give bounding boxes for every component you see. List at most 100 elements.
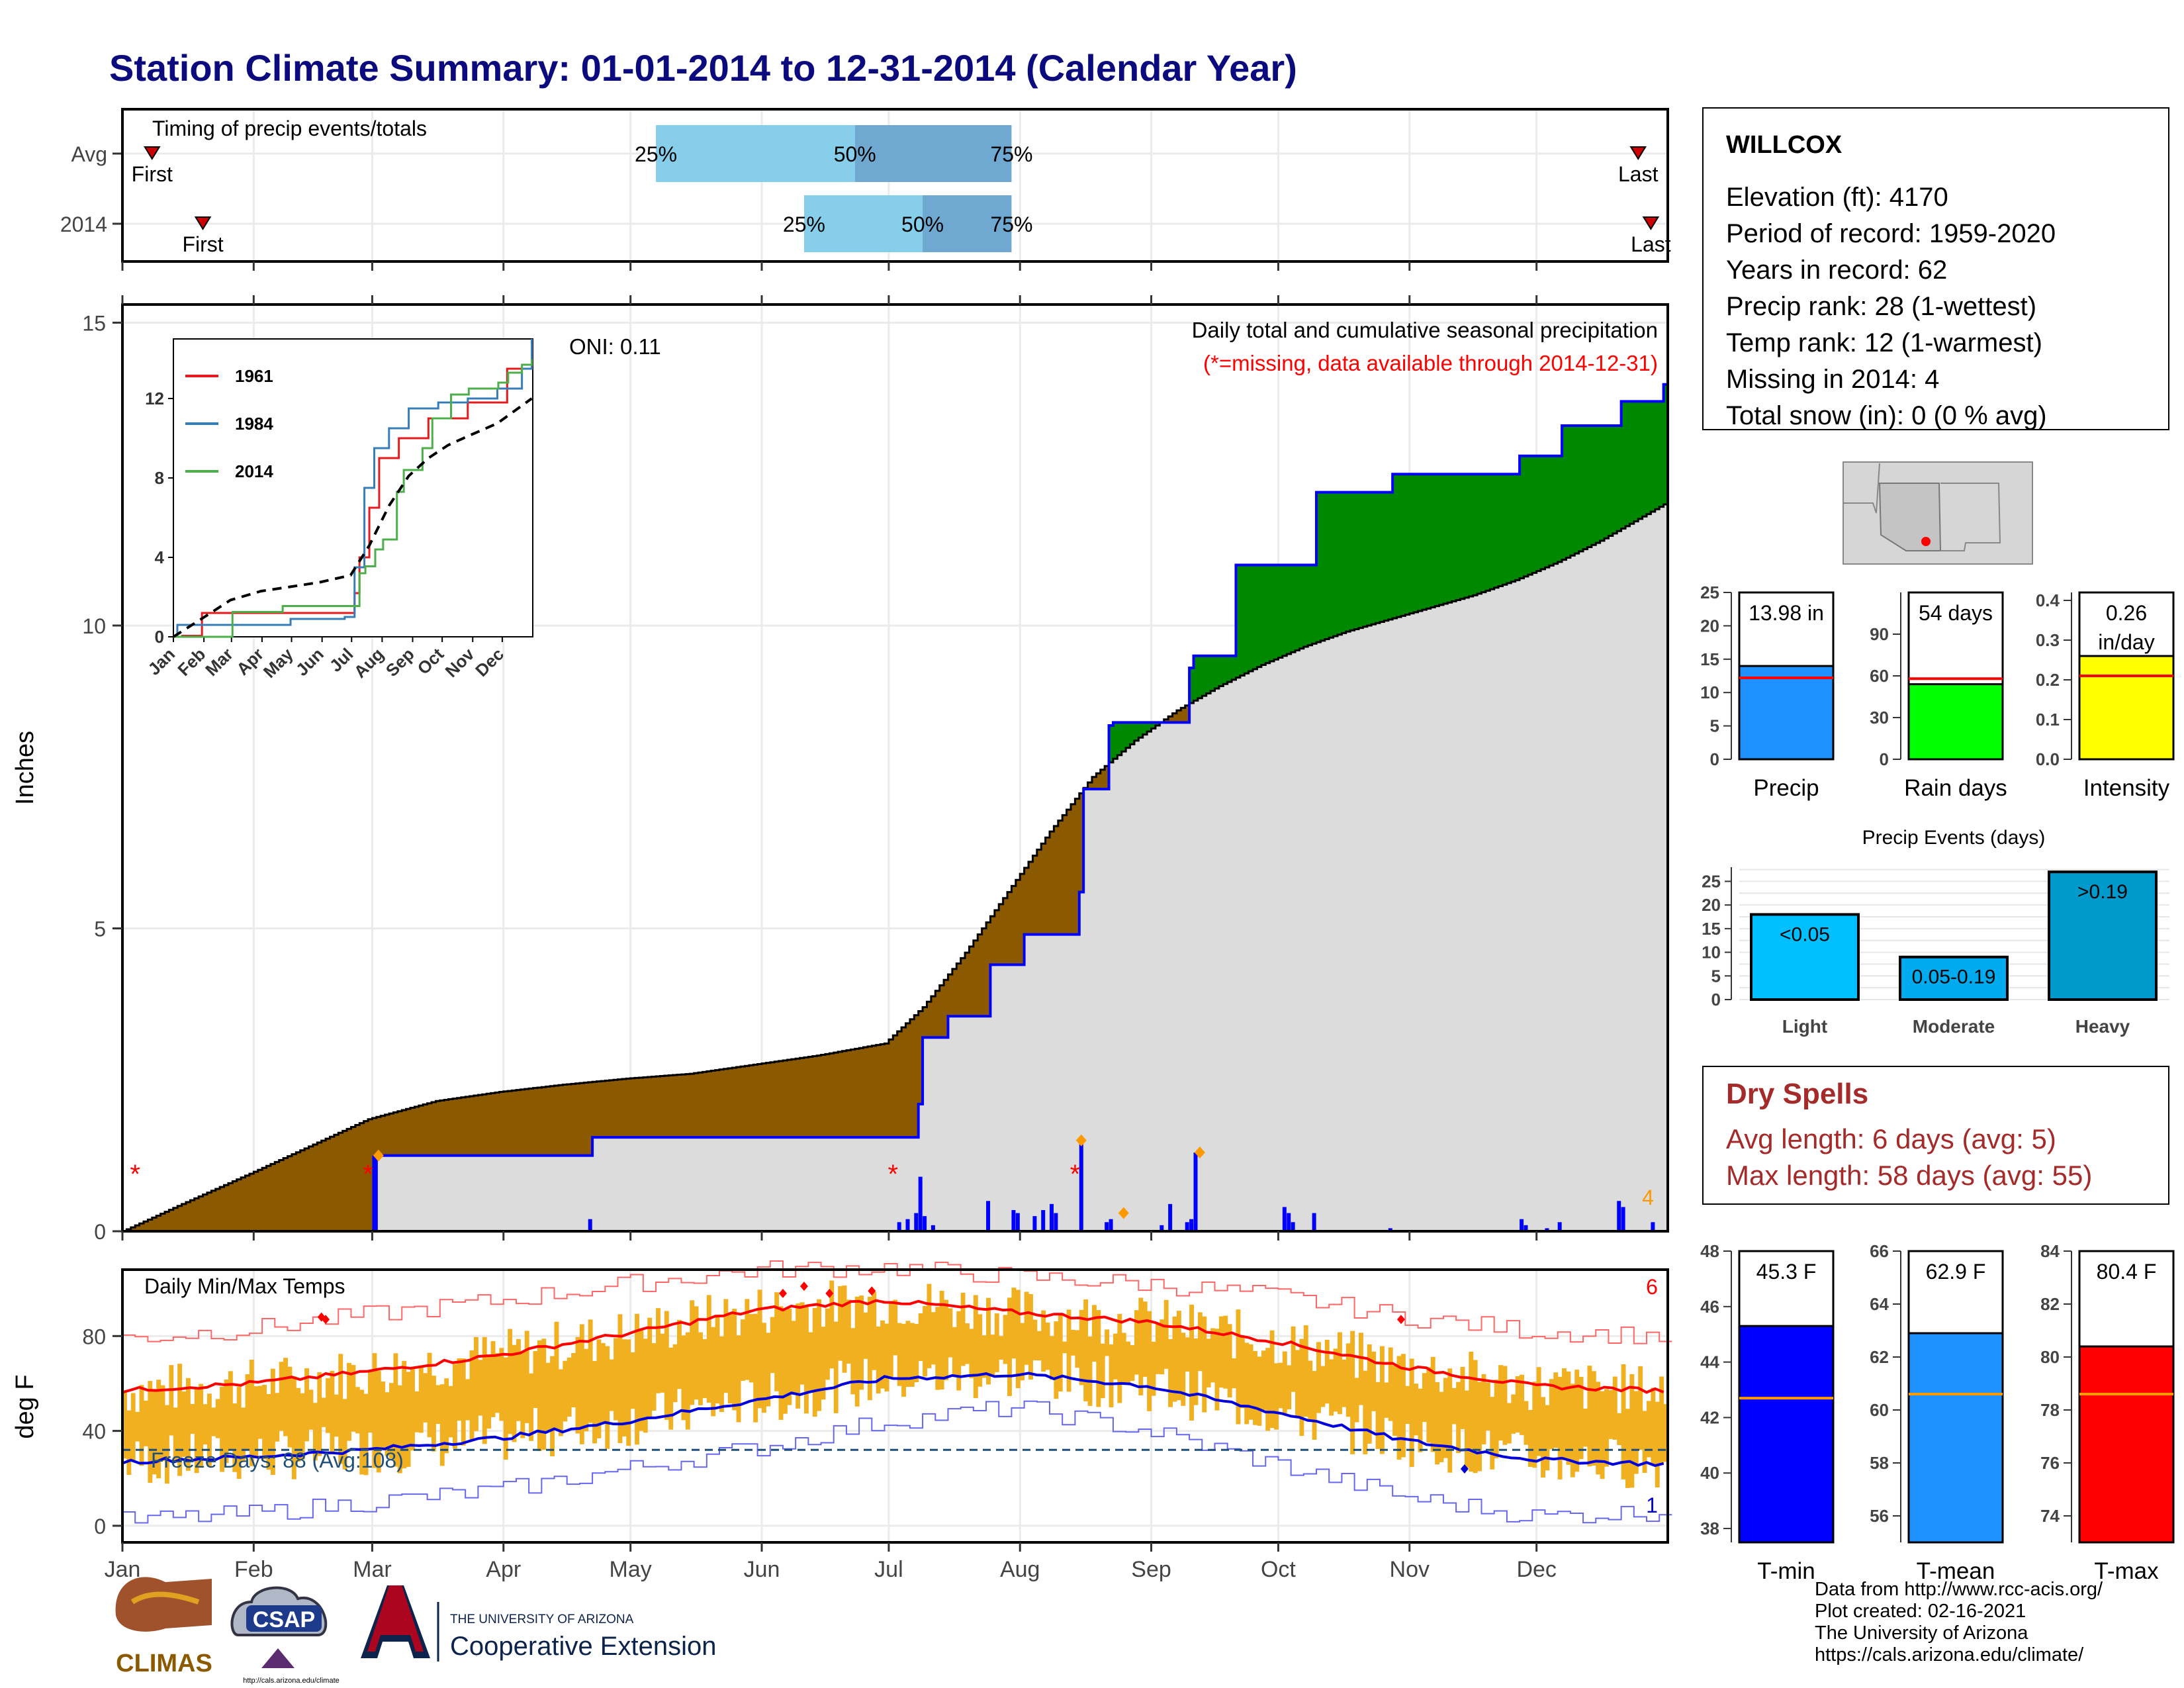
- precip-deficit-fill: [296, 1152, 301, 1231]
- temps-daily-bar: [1066, 1309, 1071, 1392]
- precip-deficit-fill: [181, 1203, 187, 1231]
- precip-avg-fill: [1338, 634, 1343, 1231]
- precip-surplus-fill: [1113, 722, 1118, 759]
- temps-daily-bar: [473, 1336, 478, 1431]
- temps-daily-bar: [393, 1353, 398, 1467]
- temps-daily-bar: [1477, 1382, 1482, 1472]
- precip-daily-bar: [918, 1176, 923, 1231]
- precip-avg-fill: [1532, 573, 1537, 1231]
- precip-surplus-fill: [1244, 565, 1250, 674]
- precip-surplus-fill: [1574, 426, 1580, 554]
- precip-avg-fill: [600, 1137, 606, 1231]
- precip-avg-fill: [1375, 623, 1381, 1231]
- precip-deficit-fill: [617, 1079, 623, 1138]
- precip-deficit-fill: [668, 1075, 674, 1138]
- precip-avg-fill: [503, 1155, 508, 1231]
- precip-deficit-fill: [635, 1078, 640, 1138]
- temps-daily-bar: [1062, 1341, 1068, 1354]
- precip-surplus-fill: [1473, 474, 1478, 596]
- precip-deficit-fill: [817, 1055, 822, 1138]
- temp-gauge-value-text: 80.4 F: [2097, 1260, 2157, 1284]
- precip-missing-marker: *: [1070, 1160, 1081, 1189]
- precip-avg-fill: [1172, 722, 1177, 1231]
- precip-deficit-fill: [321, 1141, 326, 1231]
- temps-daily-bar: [1197, 1312, 1203, 1372]
- precip-surplus-fill: [1485, 474, 1490, 591]
- temps-daily-bar: [414, 1391, 420, 1432]
- temp-gauge-ytick-label: 44: [1700, 1352, 1719, 1372]
- precip-deficit-fill: [749, 1065, 754, 1138]
- temps-daily-bar: [596, 1339, 602, 1438]
- temps-daily-bar: [1028, 1293, 1033, 1380]
- temps-daily-bar: [1308, 1360, 1313, 1421]
- temps-daily-bar: [457, 1358, 462, 1421]
- temps-daily-bar: [1426, 1367, 1432, 1443]
- precip-daily-bar: [1520, 1219, 1524, 1231]
- temps-daily-bar: [152, 1389, 157, 1475]
- precip-avg-fill: [1176, 722, 1181, 1231]
- precip-surplus-fill: [1134, 722, 1139, 741]
- temps-daily-bar: [317, 1372, 322, 1456]
- precip-surplus-fill: [1642, 401, 1647, 517]
- temp-gauge-ytick-label: 74: [2040, 1506, 2060, 1526]
- climas-emblem-swoosh: [130, 1591, 200, 1605]
- temps-daily-bar: [1011, 1288, 1017, 1359]
- precip-deficit-fill: [757, 1064, 762, 1138]
- precip-deficit-fill: [799, 1058, 805, 1138]
- precip-deficit-fill: [838, 1051, 843, 1138]
- temps-daily-bar: [308, 1389, 314, 1430]
- temps-daily-bar: [1447, 1368, 1453, 1473]
- precip-deficit-fill: [774, 1061, 780, 1138]
- temps-daily-bar: [1172, 1316, 1177, 1402]
- precip-avg-fill: [614, 1137, 619, 1231]
- precip-daily-bar: [1545, 1228, 1549, 1231]
- precip-avg-fill: [558, 1155, 563, 1231]
- precip-avg-fill: [1134, 740, 1139, 1231]
- temps-daily-bar: [1083, 1299, 1089, 1401]
- precip-avg-fill: [863, 1137, 868, 1231]
- precip-deficit-fill: [330, 1137, 335, 1231]
- temps-daily-bar: [1282, 1351, 1287, 1413]
- precip-missing-marker: *: [888, 1160, 899, 1189]
- temps-daily-bar: [1422, 1373, 1427, 1423]
- precip-avg-fill: [796, 1137, 801, 1231]
- temps-daily-bar: [1435, 1382, 1440, 1465]
- precip-avg-fill: [651, 1137, 657, 1231]
- precip-deficit-fill: [1054, 825, 1059, 935]
- precip-surplus-fill: [1638, 401, 1643, 519]
- precip-avg-fill: [1155, 725, 1160, 1231]
- station-precip-rank: Precip rank: 28 (1-wettest): [1726, 292, 2037, 321]
- precip-deficit-fill: [698, 1072, 704, 1138]
- precip-deficit-fill: [130, 1227, 136, 1231]
- temps-daily-bar: [778, 1306, 784, 1420]
- precip-surplus-fill: [1536, 455, 1541, 571]
- precip-deficit-fill: [914, 1015, 919, 1138]
- precip-avg-fill: [427, 1155, 432, 1231]
- precip-deficit-fill: [978, 934, 983, 1017]
- precip-avg-fill: [817, 1137, 822, 1231]
- precip-note-missing: (*=missing, data available through 2014-…: [1203, 351, 1658, 375]
- precip-avg-fill: [1253, 669, 1258, 1231]
- temps-daily-bar: [1409, 1358, 1414, 1468]
- temps-daily-bar: [1269, 1330, 1275, 1429]
- timing-title: Timing of precip events/totals: [152, 117, 427, 140]
- temps-daily-bar: [872, 1291, 877, 1370]
- precip-avg-fill: [639, 1137, 644, 1231]
- dry-spells-title: Dry Spells: [1726, 1078, 1869, 1110]
- temps-daily-bar: [1218, 1316, 1224, 1388]
- precip-avg-fill: [1126, 747, 1131, 1231]
- precip-gauge-ytick-label: 90: [1870, 624, 1889, 644]
- inset-series-line: [173, 359, 533, 638]
- credit-created: Plot created: 02-16-2021: [1815, 1601, 2026, 1622]
- inset-ytick-label: 8: [155, 468, 164, 488]
- temps-daily-bar: [1638, 1366, 1643, 1450]
- temps-daily-bar: [1058, 1314, 1063, 1392]
- month-axis-label: Dec: [1516, 1557, 1556, 1582]
- precip-avg-fill: [1333, 635, 1338, 1231]
- precip-avg-fill: [1541, 569, 1546, 1231]
- inset-series-line: [173, 359, 533, 638]
- temps-daily-bar: [745, 1299, 750, 1380]
- temps-daily-bar: [1583, 1408, 1588, 1447]
- precip-deficit-fill: [1091, 776, 1097, 790]
- temps-border: [121, 1268, 1669, 1544]
